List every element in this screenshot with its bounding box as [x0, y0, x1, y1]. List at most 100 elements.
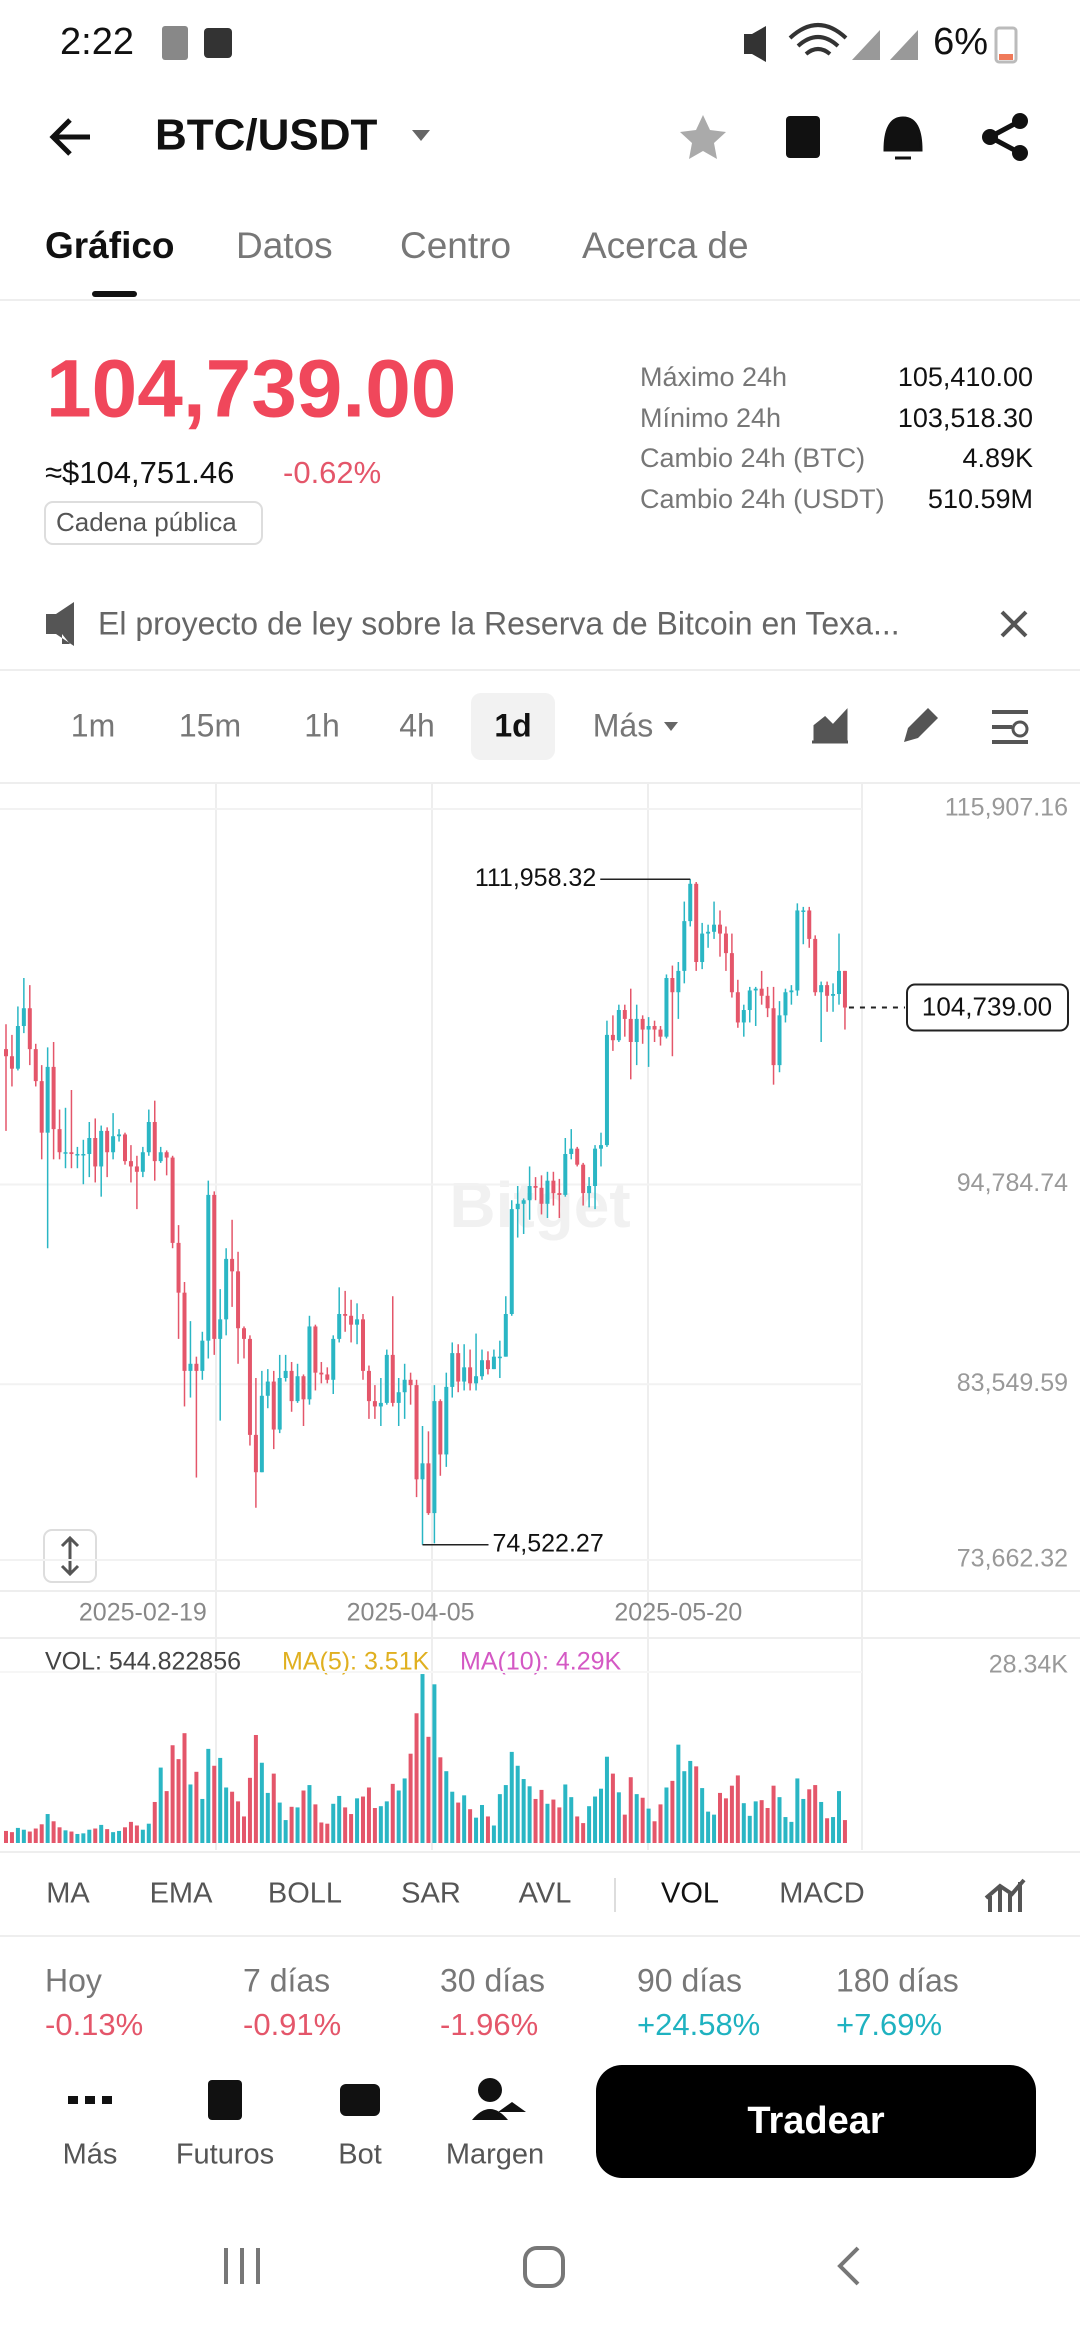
candle-body	[462, 1367, 467, 1382]
candle-body	[819, 985, 824, 993]
volume-bar	[753, 1801, 758, 1843]
candle-body	[420, 1463, 425, 1480]
nav-item[interactable]: Más	[63, 2139, 118, 2171]
nav-item[interactable]: Margen	[446, 2139, 544, 2171]
draw-button[interactable]	[904, 708, 938, 742]
alert-button[interactable]	[883, 116, 923, 160]
candle-body	[45, 1066, 50, 1133]
y-tick-label: 28.34K	[989, 1651, 1069, 1679]
watermark: Bitget	[449, 1169, 630, 1241]
badge	[44, 501, 263, 545]
volume-bar	[93, 1828, 98, 1843]
close-news[interactable]	[1000, 610, 1028, 638]
candle-body	[682, 921, 687, 971]
volume-bar	[842, 1820, 847, 1843]
candle-body	[557, 1193, 562, 1195]
nav-item[interactable]: Bot	[338, 2139, 382, 2171]
volume-bar	[676, 1744, 681, 1843]
recent-apps[interactable]	[224, 2248, 260, 2284]
volume-bar	[313, 1804, 318, 1843]
x-tick-label: 2025-05-20	[614, 1599, 742, 1627]
tab[interactable]: Gráfico	[45, 225, 175, 266]
volume-bar	[188, 1784, 193, 1843]
volume-bar	[414, 1713, 419, 1843]
indicator[interactable]: MACD	[779, 1878, 864, 1910]
last-price-tag	[906, 983, 1069, 1032]
volume-bar	[87, 1829, 92, 1843]
candle-body	[51, 1066, 56, 1130]
candle-body	[759, 988, 764, 996]
y-tick-label: 94,784.74	[957, 1169, 1068, 1197]
last-price-label: 104,739.00	[922, 991, 1052, 1021]
period-change: -0.91%	[243, 2007, 341, 2042]
settings-button[interactable]	[992, 710, 1028, 744]
indicator[interactable]: VOL	[661, 1878, 719, 1910]
volume-bar	[105, 1829, 110, 1843]
nav-item[interactable]: Futuros	[176, 2139, 274, 2171]
candle-body	[807, 910, 812, 939]
indicator-settings[interactable]	[984, 1878, 1026, 1912]
volume-bar	[795, 1778, 800, 1843]
volume-bar	[789, 1821, 794, 1843]
nav-icon	[478, 2078, 502, 2102]
period-change: -0.13%	[45, 2007, 143, 2042]
chart-type-button[interactable]	[812, 708, 848, 744]
volume-bar	[628, 1777, 633, 1843]
interval[interactable]: 1d	[494, 707, 531, 743]
interval[interactable]: 4h	[399, 707, 435, 743]
candle-body	[224, 1258, 229, 1320]
volume-bar	[652, 1821, 657, 1843]
volume-bar	[771, 1785, 776, 1843]
volume-bar	[396, 1790, 401, 1843]
candle-body	[188, 1363, 193, 1371]
share-dot	[982, 129, 998, 145]
interval[interactable]: 1m	[71, 707, 115, 743]
indicator[interactable]: SAR	[401, 1878, 461, 1910]
stat-label: Mínimo 24h	[640, 403, 781, 433]
volume-bar	[783, 1817, 788, 1843]
candle-body	[795, 910, 800, 991]
indicator[interactable]: MA	[46, 1878, 90, 1910]
back-button[interactable]	[49, 118, 90, 156]
candle-body	[343, 1314, 348, 1316]
candle-body	[533, 1186, 538, 1188]
candle-body	[319, 1372, 324, 1375]
y-tick-label: 115,907.16	[945, 794, 1068, 822]
period-change: -1.96%	[440, 2007, 538, 2042]
dropdown-icon[interactable]	[412, 130, 430, 141]
tab[interactable]: Centro	[400, 225, 511, 266]
volume-bar	[462, 1795, 467, 1843]
volume-bar	[200, 1798, 205, 1843]
indicator[interactable]: AVL	[519, 1878, 572, 1910]
candle-body	[134, 1166, 139, 1172]
candle-body	[587, 1186, 592, 1194]
indicator[interactable]: EMA	[150, 1878, 214, 1910]
candlestick-chart: 115,907.16 94,784.74 83,549.59 73,662.32 202…	[0, 794, 1069, 1843]
dropdown-icon[interactable]	[664, 722, 678, 731]
volume-bar	[63, 1830, 68, 1843]
interval[interactable]: 15m	[179, 707, 241, 743]
tab[interactable]: Acerca de	[582, 225, 749, 266]
pair-title[interactable]: BTC/USDT	[155, 111, 378, 160]
favorite-button[interactable]	[680, 115, 726, 159]
volume-bar	[337, 1795, 342, 1843]
volume-bar	[438, 1757, 443, 1843]
tab[interactable]: Datos	[236, 225, 333, 266]
indicator[interactable]: BOLL	[268, 1878, 342, 1910]
candle-body	[485, 1360, 490, 1370]
candle-body	[771, 1008, 776, 1066]
volume-bar	[700, 1788, 705, 1843]
trade-button[interactable]	[596, 2065, 1036, 2178]
news-text[interactable]: El proyecto de ley sobre la Reserva de B…	[98, 605, 900, 641]
back[interactable]	[837, 2246, 860, 2286]
volume-bar	[247, 1777, 252, 1843]
candle-body	[194, 1363, 199, 1371]
home[interactable]	[523, 2246, 565, 2288]
candle-body	[57, 1129, 62, 1153]
interval[interactable]: 1h	[304, 707, 340, 743]
notes-button[interactable]	[786, 116, 820, 158]
interval[interactable]: Más	[593, 707, 653, 743]
share-dot	[1012, 145, 1028, 161]
candle-body	[331, 1338, 336, 1380]
